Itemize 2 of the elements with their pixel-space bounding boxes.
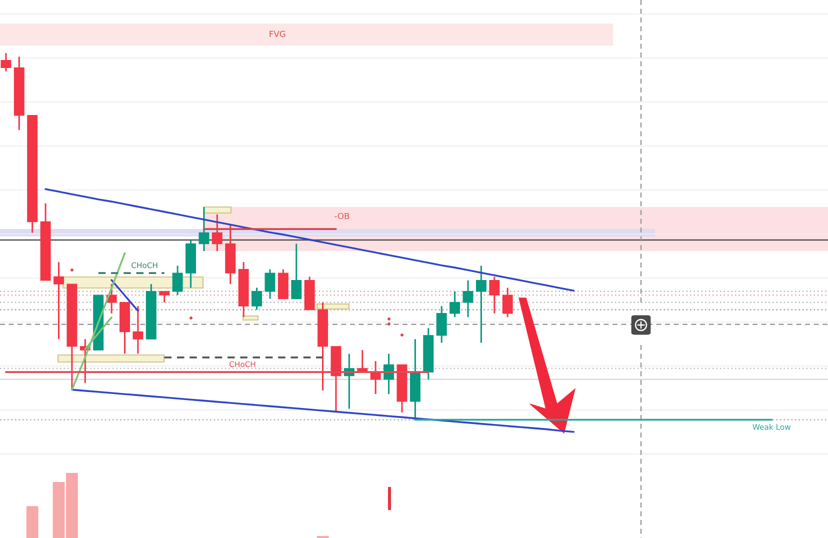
band-label: -OB	[334, 212, 350, 220]
band-label: FVG	[270, 30, 286, 38]
